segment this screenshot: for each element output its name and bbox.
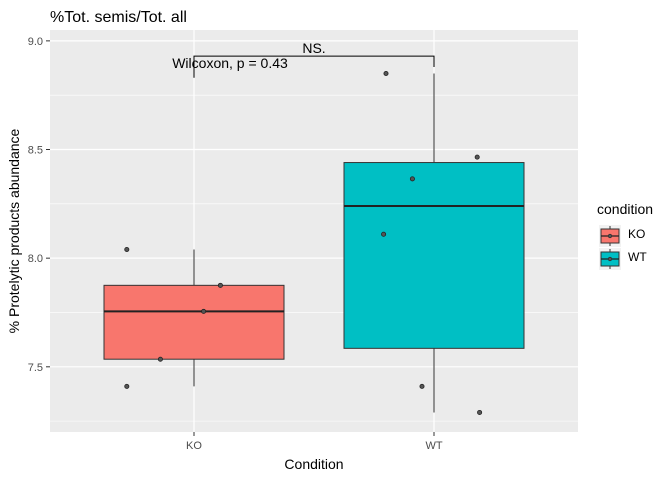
data-point-ko <box>217 282 223 288</box>
data-points <box>124 70 483 415</box>
data-point-ko <box>201 308 207 314</box>
x-tick-label: KO <box>186 440 202 452</box>
bracket-line <box>193 55 435 78</box>
legend-label-wt: WT <box>628 250 647 264</box>
data-point-wt <box>477 409 483 415</box>
chart-title: %Tot. semis/Tot. all <box>50 9 187 26</box>
legend: condition KO WT <box>597 201 653 270</box>
axes: 7.5 8.0 8.5 9.0 KO WT <box>28 36 443 452</box>
data-point-wt <box>381 231 387 237</box>
data-point-wt <box>409 176 415 182</box>
data-point-wt <box>383 70 389 76</box>
x-axis-label: Condition <box>284 456 343 472</box>
y-tick-label: 7.5 <box>28 362 43 374</box>
y-tick-label: 8.0 <box>28 253 43 265</box>
test-annotation: Wilcoxon, p = 0.43 <box>172 55 288 71</box>
significance-bracket: NS. Wilcoxon, p = 0.43 <box>172 40 435 78</box>
data-point-ko <box>124 246 130 252</box>
legend-key-point-ko <box>607 233 613 239</box>
data-point-ko <box>157 356 163 362</box>
box-wt <box>343 162 525 349</box>
legend-key-point-wt <box>607 256 613 262</box>
box-ko <box>103 284 285 360</box>
data-point-wt <box>419 383 425 389</box>
legend-title: condition <box>597 201 653 217</box>
y-tick-label: 8.5 <box>28 145 43 157</box>
y-tick-label: 9.0 <box>28 36 43 48</box>
x-tick-label: WT <box>425 440 442 452</box>
significance-label: NS. <box>302 40 325 56</box>
y-axis-label: % Protelytic products abundance <box>6 128 22 333</box>
data-point-wt <box>474 154 480 160</box>
legend-label-ko: KO <box>628 227 645 241</box>
data-point-ko <box>124 383 130 389</box>
boxes <box>103 73 525 413</box>
